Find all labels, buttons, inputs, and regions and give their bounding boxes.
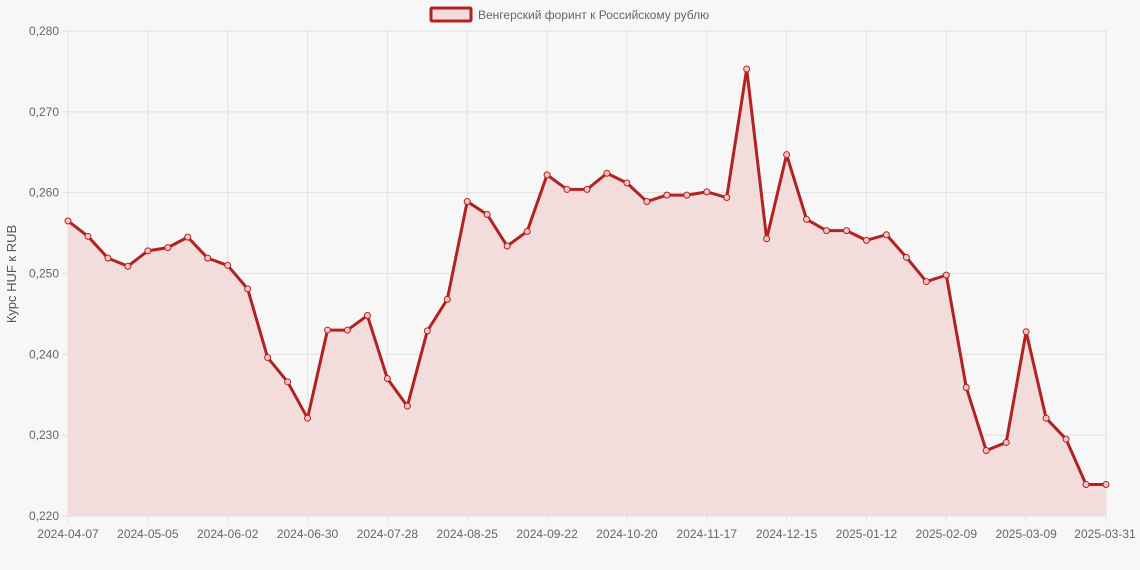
x-tick-label: 2025-03-31 [1074, 527, 1136, 541]
data-point[interactable] [483, 210, 491, 218]
x-tick-label: 2024-12-15 [756, 527, 818, 541]
data-point[interactable] [204, 254, 212, 262]
data-point[interactable] [982, 447, 990, 455]
y-tick-label: 0,220 [29, 509, 59, 523]
series-area-fill [68, 68, 1106, 517]
data-point[interactable] [823, 227, 831, 235]
data-point[interactable] [144, 247, 152, 255]
x-tick-label: 2024-10-20 [596, 527, 658, 541]
x-tick-label: 2025-03-09 [995, 527, 1057, 541]
x-axis-ticks: 2024-04-07 2024-05-05 2024-06-02 2024-06-30… [37, 527, 1136, 541]
data-point[interactable] [324, 326, 331, 334]
data-point[interactable] [463, 198, 471, 206]
y-tick-label: 0,230 [29, 428, 59, 442]
data-point[interactable] [443, 295, 451, 303]
data-point[interactable] [124, 262, 132, 270]
data-point[interactable] [304, 414, 312, 422]
data-point[interactable] [902, 253, 910, 261]
data-point[interactable] [643, 198, 651, 206]
x-tick-label: 2024-05-05 [117, 527, 179, 541]
x-tick-label: 2024-06-30 [277, 527, 339, 541]
data-point[interactable] [164, 244, 172, 252]
data-point[interactable] [882, 231, 890, 239]
data-points-layer [64, 65, 1110, 488]
y-tick-label: 0,250 [29, 267, 59, 281]
data-point[interactable] [862, 236, 870, 244]
data-point[interactable] [1102, 480, 1110, 488]
data-point[interactable] [343, 326, 351, 334]
data-point[interactable] [1042, 414, 1050, 422]
x-tick-label: 2024-08-25 [437, 527, 499, 541]
data-point[interactable] [942, 271, 950, 279]
data-point[interactable] [1022, 328, 1030, 336]
data-point[interactable] [843, 227, 850, 235]
data-point[interactable] [962, 383, 970, 391]
data-point[interactable] [503, 242, 511, 250]
data-point[interactable] [623, 179, 631, 187]
data-point[interactable] [403, 402, 411, 410]
data-point[interactable] [683, 191, 691, 199]
x-tick-label: 2025-02-09 [916, 527, 978, 541]
data-point[interactable] [244, 285, 252, 293]
data-point[interactable] [1082, 480, 1090, 488]
data-point[interactable] [104, 254, 112, 262]
data-point[interactable] [783, 151, 791, 159]
y-axis-title: Курс HUF к RUB [4, 225, 19, 323]
x-tick-label: 2024-04-07 [37, 527, 99, 541]
data-point[interactable] [743, 65, 751, 73]
x-tick-label: 2024-06-02 [197, 527, 259, 541]
data-point[interactable] [184, 233, 192, 241]
y-tick-label: 0,240 [29, 347, 59, 361]
data-point[interactable] [723, 194, 731, 202]
data-point[interactable] [423, 327, 431, 335]
x-tick-label: 2024-09-22 [516, 527, 578, 541]
data-point[interactable] [543, 171, 551, 179]
y-axis-ticks: 0,220 0,230 0,240 0,250 0,260 0,270 0,280 [29, 24, 59, 523]
data-point[interactable] [703, 188, 711, 196]
data-point[interactable] [523, 227, 531, 235]
x-tick-label: 2024-07-28 [357, 527, 419, 541]
data-point[interactable] [603, 169, 611, 177]
data-point[interactable] [583, 185, 591, 193]
data-point[interactable] [803, 215, 811, 223]
data-point[interactable] [663, 191, 671, 199]
legend-swatch[interactable] [429, 6, 473, 23]
legend[interactable]: Венгерский форинт к Российскому рублю [429, 6, 709, 23]
y-tick-label: 0,270 [29, 105, 59, 119]
data-point[interactable] [563, 185, 571, 193]
area-fill-layer [68, 68, 1106, 517]
legend-label[interactable]: Венгерский форинт к Российскому рублю [478, 8, 709, 22]
data-point[interactable] [84, 232, 92, 240]
x-tick-label: 2024-11-17 [677, 527, 738, 541]
data-point[interactable] [763, 235, 771, 243]
data-point[interactable] [64, 217, 72, 225]
data-point[interactable] [383, 375, 391, 383]
data-point[interactable] [363, 312, 371, 320]
data-point[interactable] [922, 278, 930, 286]
data-point[interactable] [1002, 438, 1010, 446]
data-point[interactable] [1062, 435, 1070, 443]
x-tick-label: 2025-01-12 [836, 527, 898, 541]
y-tick-label: 0,280 [29, 24, 59, 38]
y-tick-label: 0,260 [29, 186, 59, 200]
data-point[interactable] [224, 261, 232, 269]
data-point[interactable] [264, 354, 272, 362]
data-point[interactable] [284, 378, 292, 386]
